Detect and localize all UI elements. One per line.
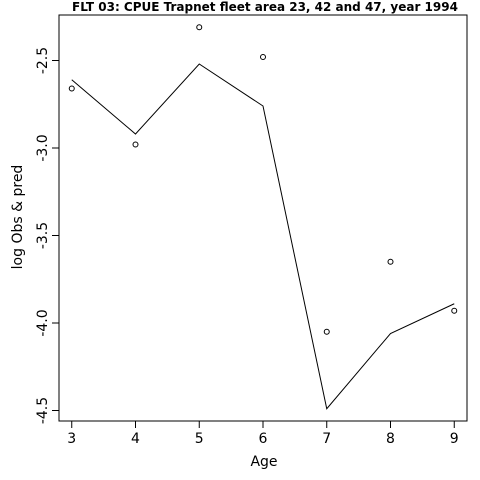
observed-point xyxy=(68,85,75,92)
x-tick-label: 3 xyxy=(67,431,76,447)
x-tick-label: 4 xyxy=(131,431,140,447)
y-tick-label: -3.0 xyxy=(35,134,51,161)
y-axis-label: log Obs & pred xyxy=(10,165,26,270)
y-tick-label: -4.5 xyxy=(35,397,51,424)
x-tick-label: 6 xyxy=(259,431,268,447)
x-tick-label: 9 xyxy=(450,431,459,447)
predicted-line xyxy=(71,63,455,410)
observed-point xyxy=(260,54,266,60)
x-axis: 3 4 5 6 7 8 9 xyxy=(67,420,459,447)
x-tick-label: 5 xyxy=(195,431,204,447)
y-tick-label: -4.0 xyxy=(35,309,51,336)
series-layer xyxy=(68,24,458,410)
observed-point xyxy=(387,258,394,265)
plot-area xyxy=(58,14,468,422)
y-tick-label: -3.5 xyxy=(35,222,51,249)
chart-title: FLT 03: CPUE Trapnet fleet area 23, 42 a… xyxy=(72,0,458,14)
observed-point xyxy=(196,24,203,31)
y-axis: -2.5 -3.0 -3.5 -4.0 -4.5 xyxy=(35,47,60,424)
y-tick-label: -2.5 xyxy=(35,47,51,74)
observed-point xyxy=(451,307,458,314)
observed-point xyxy=(132,141,139,148)
x-axis-label: Age xyxy=(250,454,277,470)
x-tick-label: 7 xyxy=(322,431,331,447)
x-tick-label: 8 xyxy=(386,431,395,447)
observed-point xyxy=(323,328,330,335)
